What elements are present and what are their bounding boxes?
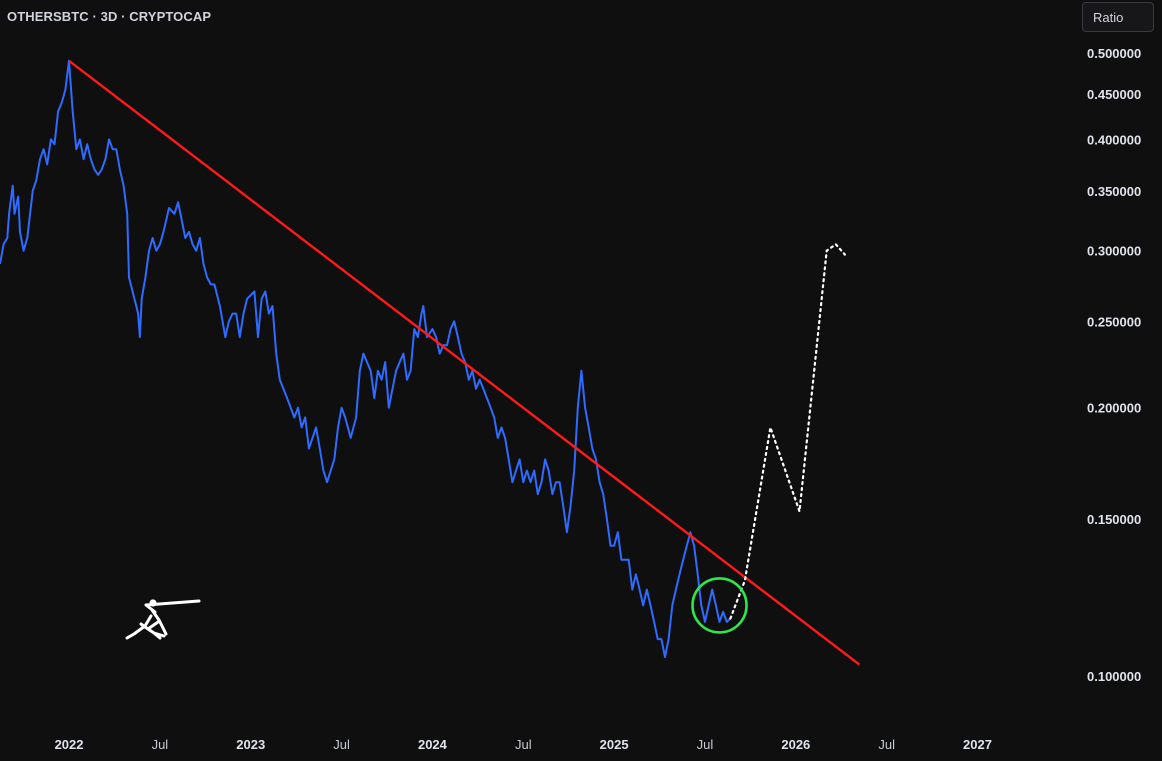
y-tick-label: 0.200000 <box>1087 401 1141 416</box>
projection-path[interactable] <box>729 242 846 620</box>
x-tick-label: 2025 <box>600 737 629 752</box>
x-tick-label: Jul <box>333 737 350 752</box>
y-tick-label: 0.150000 <box>1087 512 1141 527</box>
breakout-highlight-circle[interactable] <box>691 577 748 634</box>
y-tick-label: 0.450000 <box>1087 87 1141 102</box>
x-tick-label: Jul <box>152 737 169 752</box>
y-tick-label: 0.300000 <box>1087 244 1141 259</box>
x-tick-label: Jul <box>878 737 895 752</box>
price-line <box>0 59 732 659</box>
y-tick-label: 0.500000 <box>1087 46 1141 61</box>
x-tick-label: 2026 <box>781 737 810 752</box>
x-tick-label: 2023 <box>236 737 265 752</box>
y-tick-label: 0.100000 <box>1087 669 1141 684</box>
series-layer <box>0 59 861 666</box>
y-tick-label: 0.400000 <box>1087 132 1141 147</box>
y-tick-label: 0.250000 <box>1087 314 1141 329</box>
x-tick-label: Jul <box>515 737 532 752</box>
scale-mode-button[interactable]: Ratio <box>1082 2 1154 32</box>
trendline[interactable] <box>68 59 861 666</box>
x-axis: 2022 Jul 2023 Jul 2024 Jul 2025 Jul 2026 Jul 2027 <box>55 737 992 752</box>
x-tick-label: 2022 <box>55 737 84 752</box>
fencer-logo-icon <box>125 599 201 640</box>
chart-title: OTHERSBTC · 3D · CRYPTOCAP <box>7 9 212 24</box>
y-axis: 0.500000 0.450000 0.400000 0.350000 0.300000… <box>1087 46 1141 684</box>
y-tick-label: 0.350000 <box>1087 184 1141 199</box>
x-tick-label: Jul <box>697 737 714 752</box>
x-tick-label: 2027 <box>963 737 992 752</box>
x-tick-label: 2024 <box>418 737 448 752</box>
